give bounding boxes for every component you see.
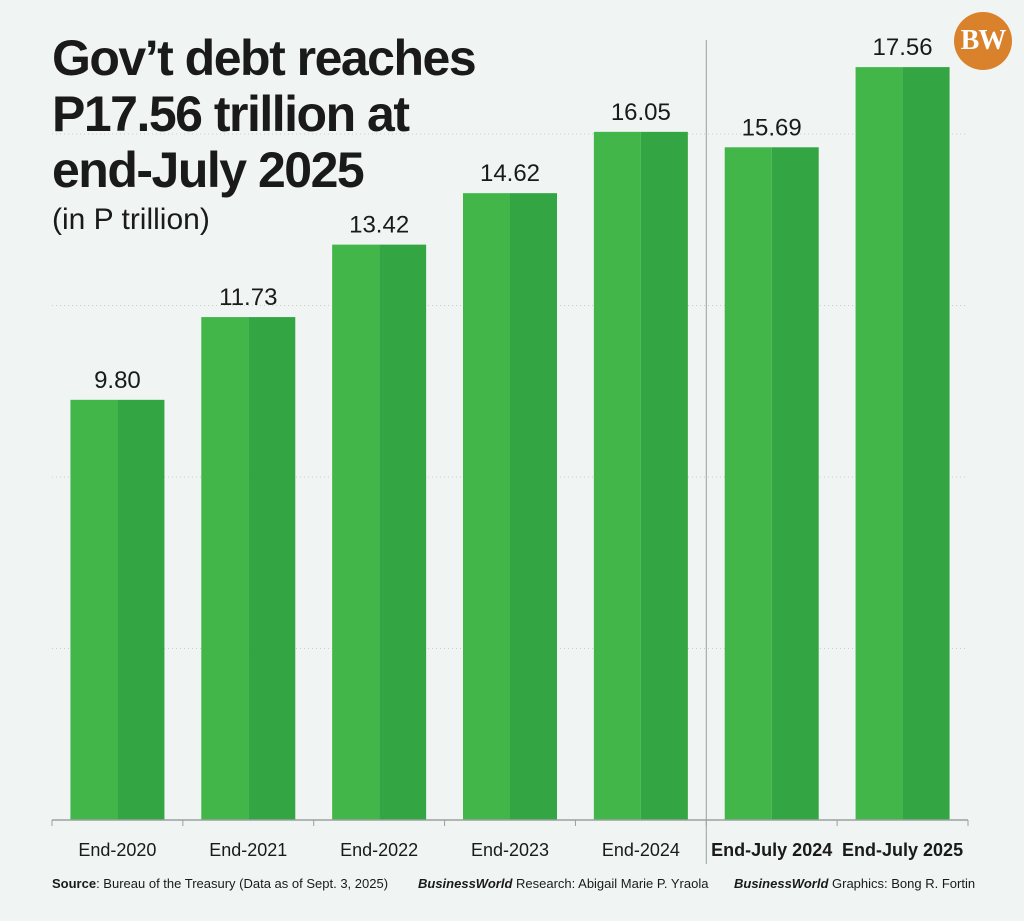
x-tick-label: End-2021 (209, 840, 287, 860)
bar-value-label: 9.80 (94, 367, 141, 394)
bar-left-half (593, 131, 641, 820)
chart-title-line-2: P17.56 trillion at (52, 86, 410, 142)
bar-left-half (724, 147, 772, 820)
bar-right-half (117, 399, 165, 820)
bar-right-half (510, 193, 557, 821)
x-tick-label: End-2023 (471, 840, 549, 860)
bar-right-half (248, 317, 296, 820)
x-tick-label: End-2022 (340, 840, 418, 860)
title-block: Gov’t debt reaches P17.56 trillion at en… (52, 30, 692, 240)
chart-subtitle: (in P trillion) (52, 203, 210, 236)
x-tick-label: End-July 2025 (842, 840, 963, 860)
bar-value-label: 13.42 (349, 212, 409, 239)
graphics-text: Graphics: Bong R. Fortin (828, 876, 976, 891)
x-tick-label: End-July 2024 (711, 840, 832, 860)
x-tick-label: End-2024 (602, 840, 680, 860)
bar-value-label: 11.73 (219, 284, 277, 311)
bar-right-half (771, 147, 819, 820)
businessworld-logo: BW (954, 12, 1012, 70)
bar-value-label: 14.62 (480, 160, 540, 187)
graphics-brand: BusinessWorld (734, 876, 829, 891)
bar-value-label: 15.69 (742, 114, 802, 141)
bar-left-half (463, 193, 510, 821)
bar-left-half (70, 399, 118, 820)
source-text: : Bureau of the Treasury (Data as of Sep… (96, 876, 389, 891)
research-brand: BusinessWorld (418, 876, 513, 891)
source-credit: Source: Bureau of the Treasury (Data as … (52, 876, 388, 891)
bar-left-half (855, 67, 903, 821)
logo-text: BW (960, 25, 1007, 56)
source-label: Source (52, 876, 97, 891)
bar-right-half (640, 131, 688, 820)
bar-value-label: 17.56 (873, 34, 933, 61)
bar-left-half (332, 244, 380, 820)
chart-title-line-3: end-July 2025 (52, 142, 365, 198)
bar-right-half (379, 244, 427, 820)
graphics-credit: BusinessWorld Graphics: Bong R. Fortin (734, 876, 975, 891)
bar-value-label: 16.05 (611, 99, 671, 126)
research-credit: BusinessWorld Research: Abigail Marie P.… (418, 876, 708, 891)
chart-title-line-1: Gov’t debt reaches (52, 30, 477, 86)
bar-right-half (902, 67, 950, 821)
bar-left-half (201, 317, 249, 820)
x-tick-label: End-2020 (78, 840, 156, 860)
research-text: Research: Abigail Marie P. Yraola (512, 876, 709, 891)
